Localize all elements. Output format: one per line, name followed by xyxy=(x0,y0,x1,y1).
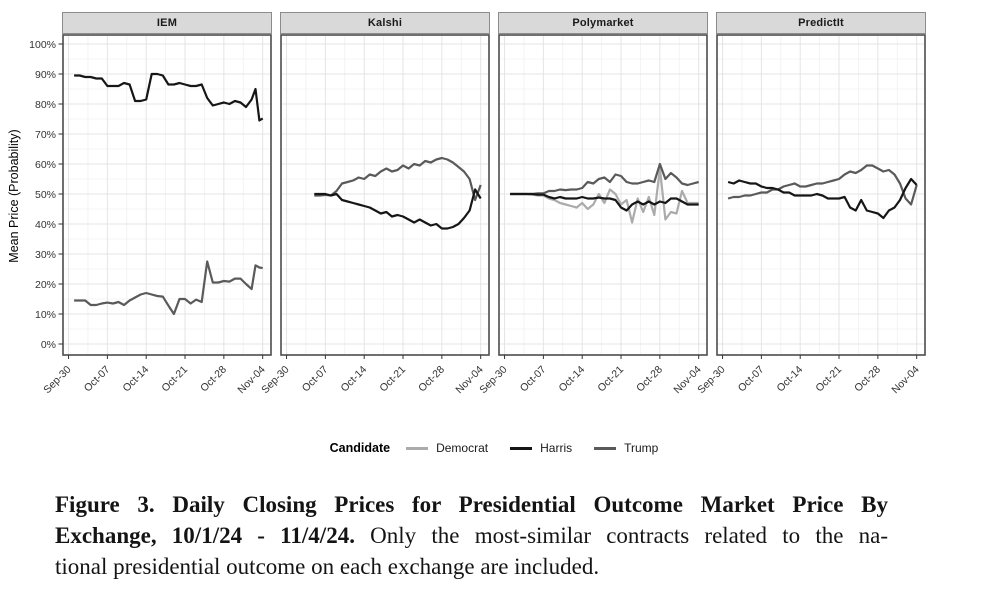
x-tick-label: Oct-07 xyxy=(736,364,767,395)
panels-row: IEM Sep-30 Oct-07 Oct-14 Oct-21 Oct-28 Nov-04 K… xyxy=(41,12,926,396)
x-tick-label: Oct-28 xyxy=(416,364,447,395)
facet-strip-label: Polymarket xyxy=(572,17,634,29)
series-line-harris xyxy=(314,188,482,230)
x-tick-label: Nov-04 xyxy=(889,364,922,397)
legend-key-line-icon xyxy=(594,446,617,450)
caption-line-1: Figure 3. Daily Closing Prices for Presi… xyxy=(55,489,888,520)
y-tick-label: 40% xyxy=(34,219,56,231)
x-tick-label: Oct-07 xyxy=(518,364,549,395)
facet-panel-predictit: PredictIt Sep-30 Oct-07 Oct-14 Oct-21 Oct-28 N… xyxy=(695,12,926,396)
facet-strip: PredictIt xyxy=(716,12,926,34)
facet-strip: IEM xyxy=(62,12,272,34)
y-tick-label: 80% xyxy=(34,99,56,111)
x-tick-label: Oct-21 xyxy=(595,364,626,395)
legend-item-label: Democrat xyxy=(436,441,489,455)
panel-border xyxy=(498,34,708,356)
facet-panel-iem: IEM Sep-30 Oct-07 Oct-14 Oct-21 Oct-28 Nov-04 xyxy=(41,12,272,396)
y-tick-label: 10% xyxy=(34,309,56,321)
x-tick-label: Oct-07 xyxy=(300,364,331,395)
x-tick-label: Sep-30 xyxy=(695,364,728,397)
facet-panel-kalshi: Kalshi Sep-30 Oct-07 Oct-14 Oct-21 Oct-28 Nov-… xyxy=(259,12,490,396)
panel-border xyxy=(62,34,272,356)
panel-background xyxy=(281,35,489,355)
legend-key-line-icon xyxy=(406,446,429,450)
series-line-harris xyxy=(510,192,699,212)
legend-item-label: Trump xyxy=(624,441,659,455)
facet-strip: Polymarket xyxy=(498,12,708,34)
facet-strip-label: Kalshi xyxy=(367,17,403,29)
legend-item-label: Harris xyxy=(540,441,573,455)
plot-area: Sep-30 Oct-07 Oct-14 Oct-21 Oct-28 Nov-04 xyxy=(259,34,490,396)
series-line-harris xyxy=(727,177,918,220)
y-tick-label: 70% xyxy=(34,129,56,141)
y-tick-label: 0% xyxy=(40,339,56,351)
facet-strip-label: PredictIt xyxy=(798,17,844,29)
x-tick-label: Oct-14 xyxy=(557,364,588,395)
figure-caption: Figure 3. Daily Closing Prices for Presi… xyxy=(55,489,888,582)
facet-strip: Kalshi xyxy=(280,12,490,34)
x-tick-label: Oct-21 xyxy=(159,364,190,395)
x-tick-label: Oct-28 xyxy=(198,364,229,395)
x-tick-label: Oct-07 xyxy=(82,364,113,395)
y-axis-tick-labels: 0% 10% 20% 30% 40% 50% 60% 70% 80% 90% 100% xyxy=(16,35,56,365)
series-line-trump xyxy=(510,162,699,196)
x-tick-label: Oct-28 xyxy=(634,364,665,395)
series-line-trump xyxy=(74,260,263,316)
x-tick-label: Sep-30 xyxy=(477,364,510,397)
x-tick-label: Sep-30 xyxy=(41,364,74,397)
x-tick-label: Oct-28 xyxy=(852,364,883,395)
caption-regular-text-2: tional presidential outcome on each exch… xyxy=(55,554,600,579)
x-tick-label: Oct-21 xyxy=(377,364,408,395)
caption-line-3: tional presidential outcome on each exch… xyxy=(55,551,888,582)
legend-key-line-icon xyxy=(510,446,533,450)
plot-area: Sep-30 Oct-07 Oct-14 Oct-21 Oct-28 Nov-04 xyxy=(695,34,926,396)
x-tick-label: Oct-21 xyxy=(813,364,844,395)
series-line-harris xyxy=(74,72,264,122)
y-tick-label: 90% xyxy=(34,69,56,81)
series-line-trump xyxy=(314,156,482,202)
panel-border xyxy=(716,34,926,356)
x-tick-label: Oct-14 xyxy=(339,364,370,395)
facet-panel-polymarket: Polymarket Sep-30 Oct-07 Oct-14 Oct-21 Oct-28… xyxy=(477,12,708,396)
legend-item-democrat: Democrat xyxy=(406,441,488,455)
x-tick-label: Sep-30 xyxy=(259,364,292,397)
legend-items: Democrat Harris Trump xyxy=(406,441,658,455)
y-tick-label: 20% xyxy=(34,279,56,291)
x-tick-label: Oct-14 xyxy=(121,364,152,395)
legend-item-trump: Trump xyxy=(594,441,658,455)
plot-area: Sep-30 Oct-07 Oct-14 Oct-21 Oct-28 Nov-04 xyxy=(477,34,708,396)
series-line-trump xyxy=(727,164,918,206)
legend-item-harris: Harris xyxy=(510,441,572,455)
y-tick-label: 60% xyxy=(34,159,56,171)
caption-bold-text: Figure 3. Daily Closing Prices for Presi… xyxy=(55,492,888,517)
figure-chart-area: Mean Price (Probability) 0% 10% 20% 30% 40% 5… xyxy=(7,12,926,455)
legend-title: Candidate xyxy=(329,441,391,455)
panel-border xyxy=(280,34,490,356)
facet-strip-label: IEM xyxy=(156,17,178,29)
plot-area: Sep-30 Oct-07 Oct-14 Oct-21 Oct-28 Nov-04 xyxy=(41,34,272,396)
x-tick-label: Oct-14 xyxy=(775,364,806,395)
caption-bold-text-2: Exchange, 10/1/24 - 11/4/24. xyxy=(55,523,355,548)
y-tick-label: 50% xyxy=(34,189,56,201)
legend: Candidate Democrat Harris Trump xyxy=(62,441,926,455)
caption-line-2: Exchange, 10/1/24 - 11/4/24. Only the mo… xyxy=(55,520,888,551)
y-tick-label: 100% xyxy=(29,39,56,51)
y-tick-label: 30% xyxy=(34,249,56,261)
caption-regular-text: Only the most-similar contracts related … xyxy=(354,523,888,548)
